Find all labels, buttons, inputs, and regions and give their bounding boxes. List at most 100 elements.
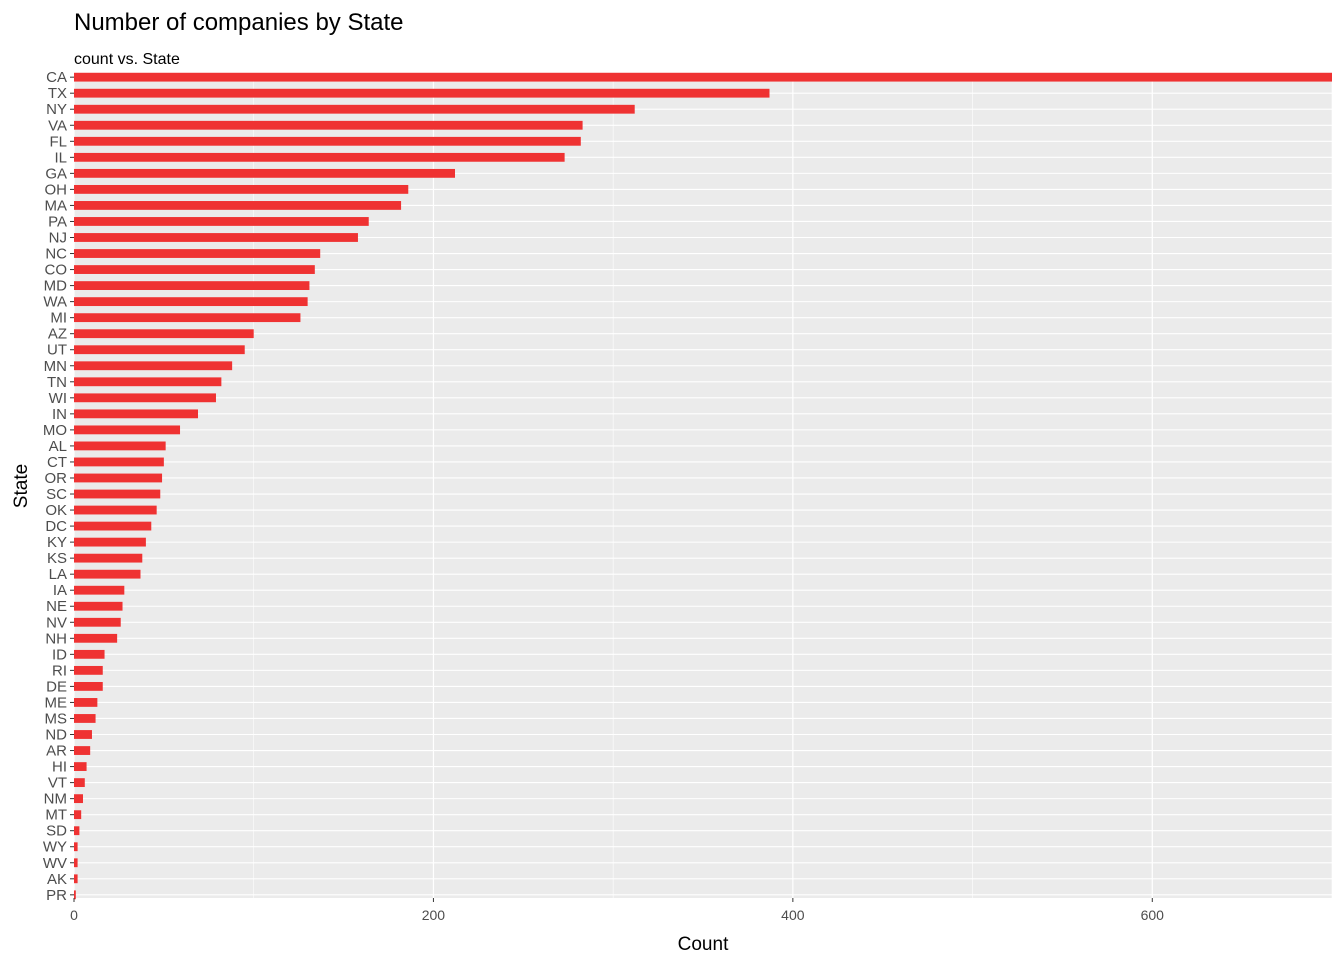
x-tick-label: 600 [1141,907,1165,923]
bar-ct [74,457,164,467]
bar-ri [74,665,103,675]
y-tick-label: WY [43,839,67,856]
bar-pa [74,217,369,226]
bar-nd [74,730,92,739]
bar-ga [74,168,455,178]
y-tick-label: ND [45,727,67,744]
y-tick-label: NC [45,246,67,263]
bar-ma [74,201,402,210]
bar-mi [74,313,301,323]
bar-il [74,152,565,162]
x-axis-ticks: 0 200 400 600 [70,898,1164,923]
y-tick-label: MN [44,358,67,375]
y-tick-label: NJ [49,229,67,246]
x-tick-label: 400 [781,907,805,923]
y-tick-label: NY [46,101,67,118]
bar-vt [74,778,85,788]
y-tick-label: MD [44,278,67,295]
y-tick-label: UT [47,342,67,359]
y-tick-label: DE [46,678,67,695]
bar-wy [74,842,78,852]
bar-ms [74,714,96,723]
y-tick-label: TX [48,85,67,102]
y-tick-label: HI [52,759,67,776]
y-tick-label: VA [48,117,67,134]
x-tick-label: 200 [422,907,446,923]
chart-subtitle: count vs. State [74,51,180,68]
bar-ar [74,746,91,755]
y-tick-label: GA [45,165,67,182]
y-tick-label: LA [49,566,67,583]
y-tick-label: CA [46,69,67,86]
y-tick-label: SD [46,823,67,840]
bar-ca [74,72,1332,82]
y-tick-label: IL [54,149,67,166]
y-tick-label: PA [48,213,67,230]
bar-sd [74,826,80,836]
bar-co [74,265,315,274]
bar-ok [74,505,157,515]
plot-panel [74,74,1332,898]
y-tick-label: VT [48,775,67,792]
y-tick-label: OH [45,181,68,198]
bar-md [74,281,310,291]
y-tick-label: MS [45,710,68,727]
bar-ne [74,601,123,611]
y-tick-label: NH [45,630,67,647]
bar-wa [74,297,308,307]
bar-mn [74,361,233,371]
bar-sc [74,489,161,499]
bar-or [74,473,163,483]
y-tick-label: NM [44,791,67,808]
bar-oh [74,184,409,194]
bar-ia [74,585,125,595]
bar-nc [74,249,321,258]
y-tick-label: AR [46,743,67,760]
bars [74,72,1332,900]
y-tick-label: AL [49,438,67,455]
bar-me [74,698,98,707]
bar-mt [74,810,82,820]
y-tick-label: KY [47,534,67,551]
y-tick-label: IN [52,406,67,423]
bar-tn [74,377,222,387]
x-tick-label: 0 [70,907,78,923]
bar-tx [74,88,770,98]
bar-de [74,681,103,691]
bar-wv [74,858,78,868]
bar-ny [74,104,635,114]
bar-wi [74,393,216,403]
y-tick-label: WA [43,294,67,311]
y-tick-label: MA [45,197,68,214]
bar-az [74,329,254,339]
bar-dc [74,521,152,531]
bar-pr [74,890,76,900]
y-tick-label: CT [47,454,67,471]
bar-al [74,441,166,451]
y-tick-label: MT [45,807,67,824]
y-tick-label: FL [49,133,67,150]
y-tick-label: WI [49,390,67,407]
y-tick-label: DC [45,518,67,535]
y-tick-label: NE [46,598,67,615]
y-tick-label: KS [47,550,67,567]
bar-ky [74,537,146,547]
y-tick-label: ME [45,694,68,711]
y-tick-label: ID [52,646,67,663]
y-tick-label: WV [43,855,67,872]
y-tick-label: SC [46,486,67,503]
bar-la [74,569,141,579]
bar-nv [74,617,121,627]
bar-va [74,120,583,130]
y-tick-label: NV [46,614,67,631]
bar-nh [74,633,118,643]
bar-hi [74,762,87,771]
y-tick-label: AZ [48,326,67,343]
bar-ks [74,553,143,563]
bar-fl [74,136,581,146]
y-tick-label: RI [52,662,67,679]
y-tick-label: AK [47,871,67,888]
chart-title: Number of companies by State [74,9,404,36]
